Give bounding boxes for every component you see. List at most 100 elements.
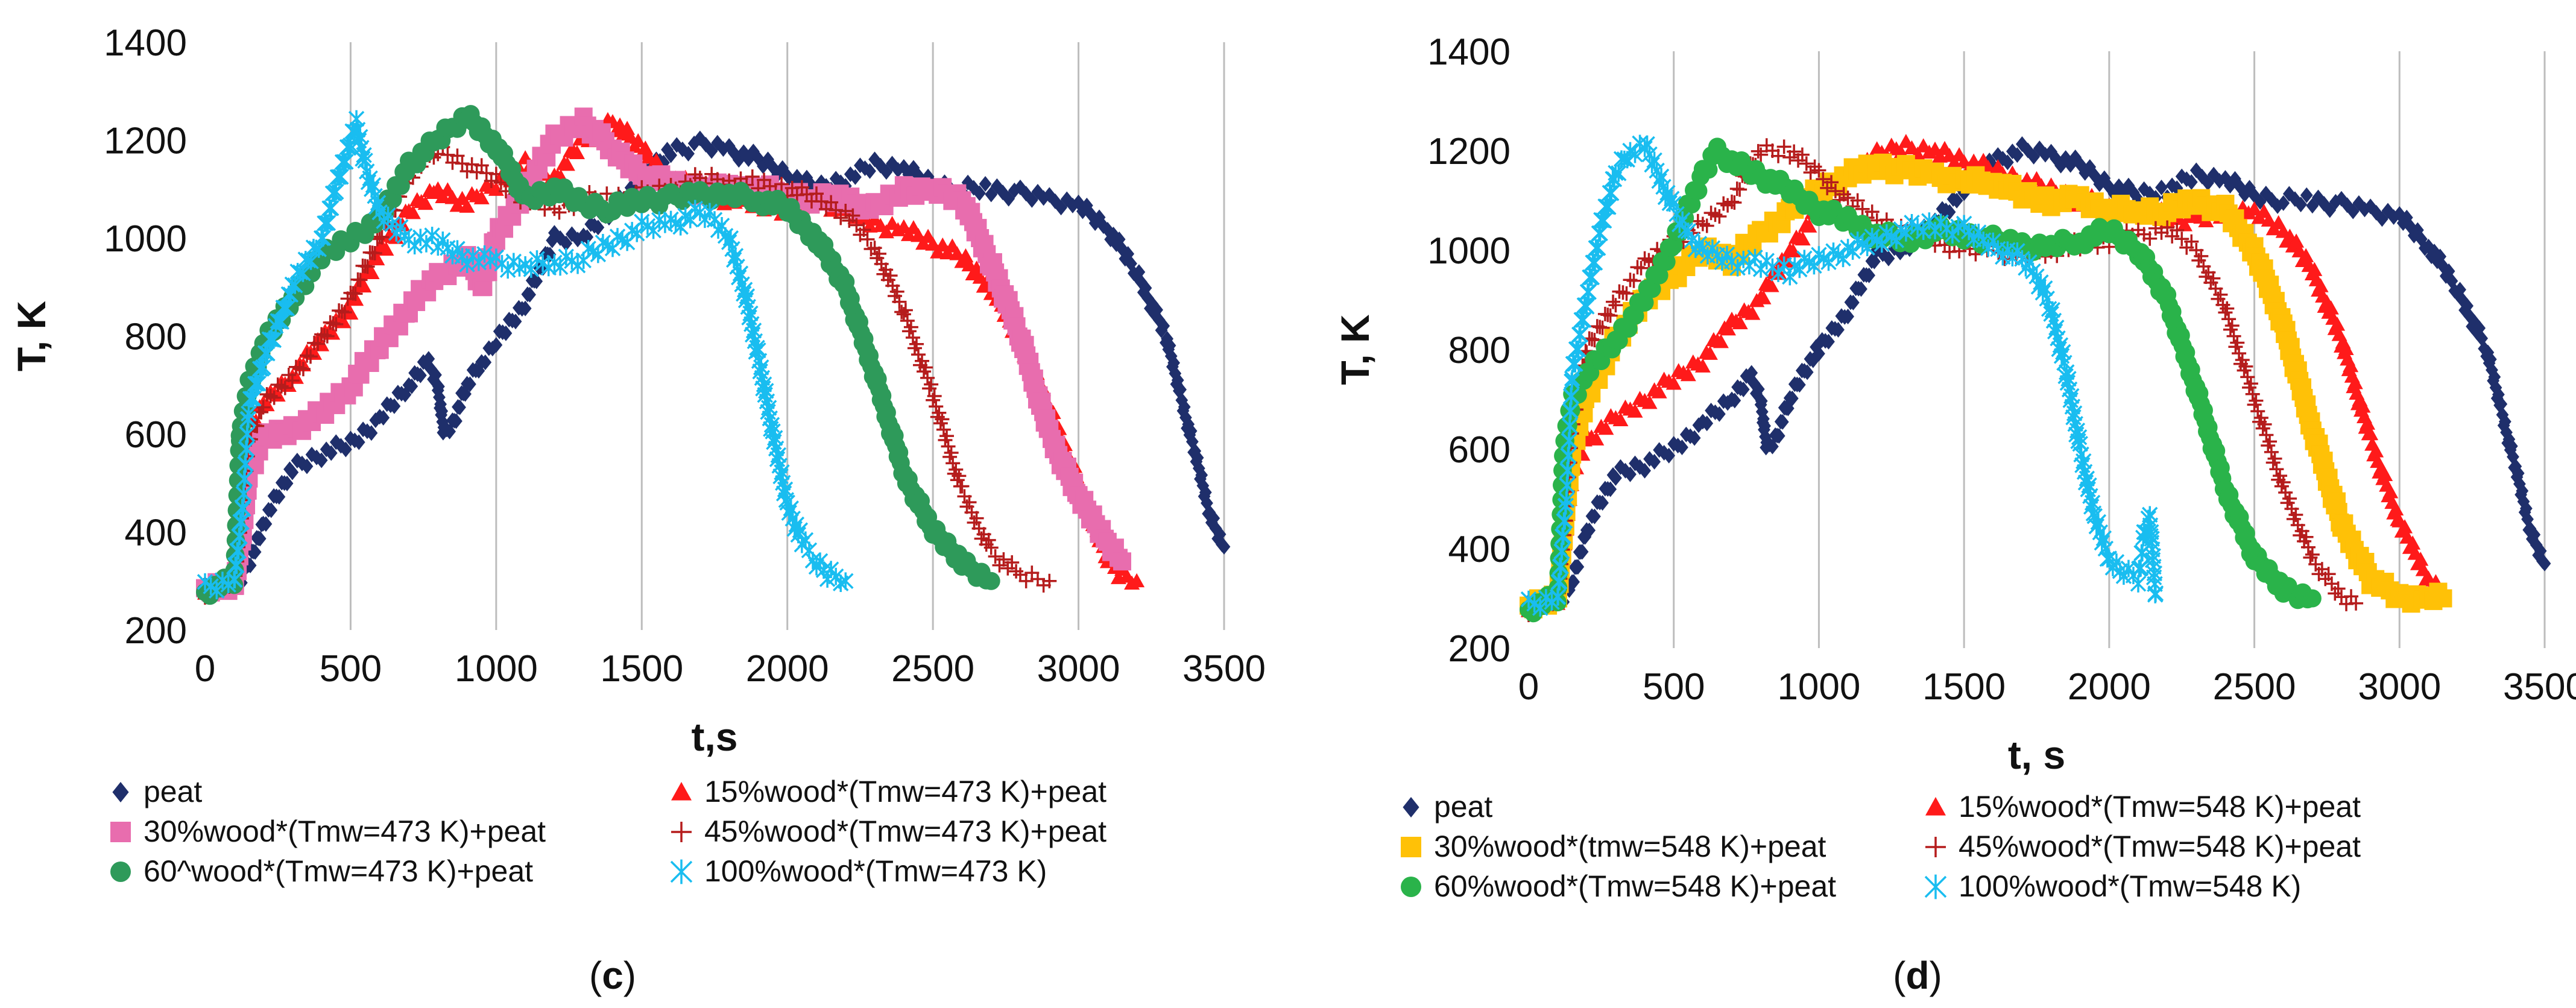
data-point [273,489,286,505]
data-point [936,422,951,437]
data-point [1882,250,1895,266]
legend-label: 30%wood*(Tmw=473 K)+peat [144,814,546,848]
data-point [732,152,745,168]
data-point [1824,175,1839,190]
data-point [1855,201,1870,216]
data-point [2230,335,2245,350]
x-tick-label: 0 [1518,666,1539,708]
data-point [1727,195,1742,210]
data-point [1588,431,1605,446]
data-point [2377,467,2393,482]
data-point [809,186,824,201]
data-point [1855,281,1867,297]
data-point [2488,369,2501,385]
data-point [1665,376,1682,390]
data-point [2250,404,2265,419]
data-point [245,389,262,408]
data-point [2505,438,2518,454]
data-point [353,272,368,288]
data-point [1816,172,1831,187]
data-point [2298,248,2314,262]
data-point [303,349,318,364]
y-tick-label: 800 [1448,330,1511,371]
data-point [2317,196,2331,212]
data-point [337,305,352,320]
legend-label: peat [144,775,202,808]
data-point [1175,392,1189,408]
data-point [2282,491,2297,506]
data-point [339,441,352,458]
data-point [854,157,867,174]
data-point [945,456,961,471]
panel-label-open: ( [589,954,602,997]
x-tick-label: 2500 [891,648,974,690]
data-point [2312,189,2325,206]
data-point [868,151,881,168]
data-point [911,347,926,362]
data-point [490,337,503,353]
data-point [1583,268,1600,286]
data-point [845,208,860,223]
data-point [2415,562,2431,576]
data-point [909,336,924,351]
data-point [1600,198,1617,216]
data-point [1163,338,1176,354]
data-point [1612,412,1629,426]
data-point [1113,552,1131,571]
data-point [405,378,418,394]
data-point [493,175,508,190]
data-point [699,137,712,153]
data-point [2011,147,2024,163]
data-point [1943,204,1956,220]
data-point [263,388,278,403]
panel-label-open: ( [1893,954,1905,997]
data-point [1626,273,1641,288]
series-100-wood-tmw-473-k [197,110,854,600]
data-point [1785,390,1799,406]
data-point [360,259,375,274]
data-point [2439,268,2452,284]
data-point [2431,253,2444,269]
data-point [1795,147,1810,162]
data-point [2170,223,2185,238]
data-point [1766,438,1779,455]
data-point [1720,321,1736,336]
y-tick-label: 800 [125,317,187,358]
data-point [1589,239,1606,257]
data-point [253,531,267,547]
data-point [414,367,427,383]
data-point [1713,406,1726,422]
data-point [903,320,918,335]
data-point [2059,150,2072,166]
data-point [1561,432,1577,450]
data-point [848,169,862,185]
axis-labels-c: T, K t,s [9,300,738,759]
y-tick-label: 1400 [1427,31,1511,73]
data-point [982,572,1000,590]
data-point [983,540,999,555]
data-point [2221,312,2237,327]
data-point [973,185,986,201]
data-point [2511,465,2525,481]
legend-label: 45%wood*(Tmw=473 K)+peat [704,814,1106,848]
data-point [1657,253,1676,271]
data-point [863,163,876,179]
data-point [1801,364,1814,380]
data-point [377,409,390,426]
data-point [2434,589,2452,608]
data-point [1550,588,1567,606]
data-point [924,377,939,392]
data-point [1135,274,1148,291]
data-point [1572,326,1589,344]
data-point [1604,481,1617,497]
data-point [1864,204,1880,219]
data-point [255,358,271,376]
data-point [774,177,789,192]
data-point [2388,501,2404,516]
data-point [2185,174,2198,190]
legend-entry: 45%wood*(Tmw=473 K)+peat [671,814,1106,848]
data-point [1646,151,1662,169]
data-point [248,544,262,560]
data-point [1758,418,1771,434]
data-point [2224,318,2240,333]
